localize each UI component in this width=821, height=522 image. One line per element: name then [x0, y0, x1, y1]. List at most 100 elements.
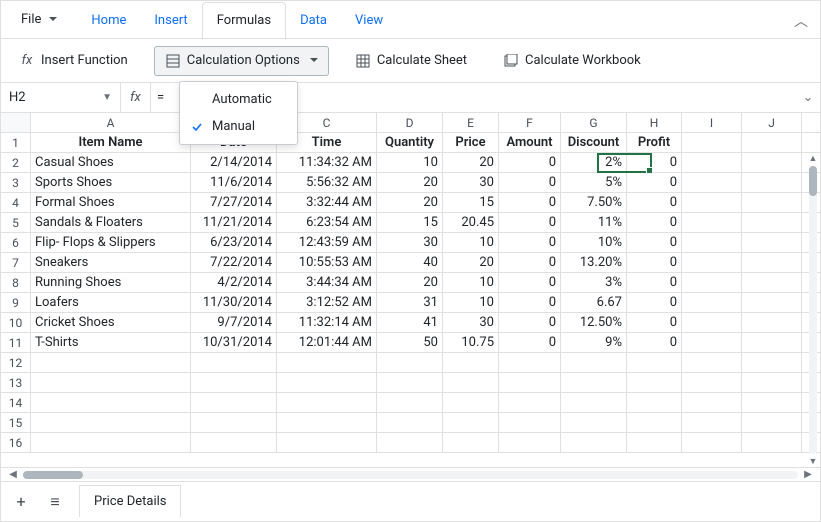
data-cell[interactable]: 9%	[561, 333, 627, 352]
data-cell[interactable]	[682, 333, 742, 352]
data-cell[interactable]	[682, 373, 742, 392]
data-cell[interactable]: 0	[627, 313, 682, 332]
column-title-cell[interactable]	[742, 133, 802, 152]
data-cell[interactable]: 10	[443, 273, 499, 292]
data-cell[interactable]: 10/31/2014	[191, 333, 277, 352]
data-cell[interactable]	[742, 353, 802, 372]
data-cell[interactable]: 10%	[561, 233, 627, 252]
data-cell[interactable]	[742, 173, 802, 192]
data-cell[interactable]: 11:34:32 AM	[277, 153, 377, 172]
data-cell[interactable]: 30	[443, 313, 499, 332]
row-header[interactable]: 13	[1, 373, 31, 392]
data-cell[interactable]	[742, 253, 802, 272]
data-cell[interactable]: 3:44:34 AM	[277, 273, 377, 292]
data-cell[interactable]	[277, 373, 377, 392]
data-cell[interactable]	[682, 353, 742, 372]
data-cell[interactable]	[561, 353, 627, 372]
data-cell[interactable]: 3:32:44 AM	[277, 193, 377, 212]
data-cell[interactable]	[377, 393, 443, 412]
data-cell[interactable]: 12.50%	[561, 313, 627, 332]
data-cell[interactable]: 40	[377, 253, 443, 272]
data-cell[interactable]: T-Shirts	[31, 333, 191, 352]
data-cell[interactable]	[377, 433, 443, 452]
data-cell[interactable]	[682, 433, 742, 452]
row-header[interactable]: 15	[1, 413, 31, 432]
data-cell[interactable]: 0	[499, 193, 561, 212]
data-cell[interactable]	[191, 413, 277, 432]
data-cell[interactable]: 0	[499, 153, 561, 172]
data-cell[interactable]	[742, 433, 802, 452]
data-cell[interactable]	[443, 433, 499, 452]
data-cell[interactable]	[443, 373, 499, 392]
column-title-cell[interactable]: Profit	[627, 133, 682, 152]
data-cell[interactable]	[742, 373, 802, 392]
calculate-workbook-button[interactable]: Calculate Workbook	[493, 47, 651, 75]
data-cell[interactable]: 12:43:59 AM	[277, 233, 377, 252]
column-title-cell[interactable]: Amount	[499, 133, 561, 152]
data-cell[interactable]: 20	[377, 173, 443, 192]
data-cell[interactable]: 3%	[561, 273, 627, 292]
data-cell[interactable]	[277, 413, 377, 432]
data-cell[interactable]: 9/7/2014	[191, 313, 277, 332]
data-cell[interactable]: 30	[377, 233, 443, 252]
all-sheets-button[interactable]: ≡	[45, 492, 65, 512]
collapse-ribbon-button[interactable]: ︿	[794, 11, 808, 31]
data-cell[interactable]: 7/27/2014	[191, 193, 277, 212]
data-cell[interactable]	[742, 233, 802, 252]
column-header[interactable]: I	[682, 113, 742, 132]
data-cell[interactable]	[443, 413, 499, 432]
data-cell[interactable]: 11/6/2014	[191, 173, 277, 192]
data-cell[interactable]	[499, 353, 561, 372]
column-title-cell[interactable]: Price	[443, 133, 499, 152]
hscroll-track[interactable]	[23, 471, 798, 479]
data-cell[interactable]: 11:32:14 AM	[277, 313, 377, 332]
data-cell[interactable]	[31, 413, 191, 432]
data-cell[interactable]	[191, 353, 277, 372]
data-cell[interactable]	[682, 153, 742, 172]
data-cell[interactable]	[377, 413, 443, 432]
data-cell[interactable]: 4/2/2014	[191, 273, 277, 292]
data-cell[interactable]	[682, 173, 742, 192]
data-cell[interactable]	[742, 413, 802, 432]
data-cell[interactable]	[191, 433, 277, 452]
data-cell[interactable]: 0	[499, 293, 561, 312]
data-cell[interactable]	[682, 253, 742, 272]
data-cell[interactable]: 31	[377, 293, 443, 312]
data-cell[interactable]: 0	[627, 333, 682, 352]
dropdown-item-manual[interactable]: Manual	[180, 113, 297, 140]
row-header[interactable]: 2	[1, 153, 31, 172]
column-header[interactable]: D	[377, 113, 443, 132]
data-cell[interactable]: Flip- Flops & Slippers	[31, 233, 191, 252]
data-cell[interactable]	[627, 353, 682, 372]
data-cell[interactable]	[377, 373, 443, 392]
data-cell[interactable]	[31, 393, 191, 412]
data-cell[interactable]: 0	[627, 153, 682, 172]
row-header[interactable]: 14	[1, 393, 31, 412]
row-header[interactable]: 8	[1, 273, 31, 292]
data-cell[interactable]: 3:12:52 AM	[277, 293, 377, 312]
tab-formulas[interactable]: Formulas	[202, 2, 286, 40]
column-title-cell[interactable]: Discount	[561, 133, 627, 152]
data-cell[interactable]	[31, 373, 191, 392]
data-cell[interactable]	[742, 153, 802, 172]
add-sheet-button[interactable]: +	[11, 492, 31, 512]
data-cell[interactable]	[682, 293, 742, 312]
scroll-up-icon[interactable]: ▲	[809, 153, 818, 164]
data-cell[interactable]	[742, 393, 802, 412]
data-cell[interactable]	[191, 393, 277, 412]
data-cell[interactable]: 20	[443, 253, 499, 272]
column-header[interactable]: J	[742, 113, 802, 132]
data-cell[interactable]: Running Shoes	[31, 273, 191, 292]
data-cell[interactable]: 0	[627, 293, 682, 312]
data-cell[interactable]	[277, 353, 377, 372]
data-cell[interactable]: Sports Shoes	[31, 173, 191, 192]
data-cell[interactable]	[742, 313, 802, 332]
data-cell[interactable]: Formal Shoes	[31, 193, 191, 212]
namebox-dropdown-icon[interactable]: ▼	[102, 92, 112, 103]
data-cell[interactable]: 30	[443, 173, 499, 192]
data-cell[interactable]: Sneakers	[31, 253, 191, 272]
scroll-left-icon[interactable]: ◀	[7, 469, 19, 480]
data-cell[interactable]: 10	[443, 233, 499, 252]
data-cell[interactable]: 50	[377, 333, 443, 352]
tab-home[interactable]: Home	[77, 1, 140, 39]
